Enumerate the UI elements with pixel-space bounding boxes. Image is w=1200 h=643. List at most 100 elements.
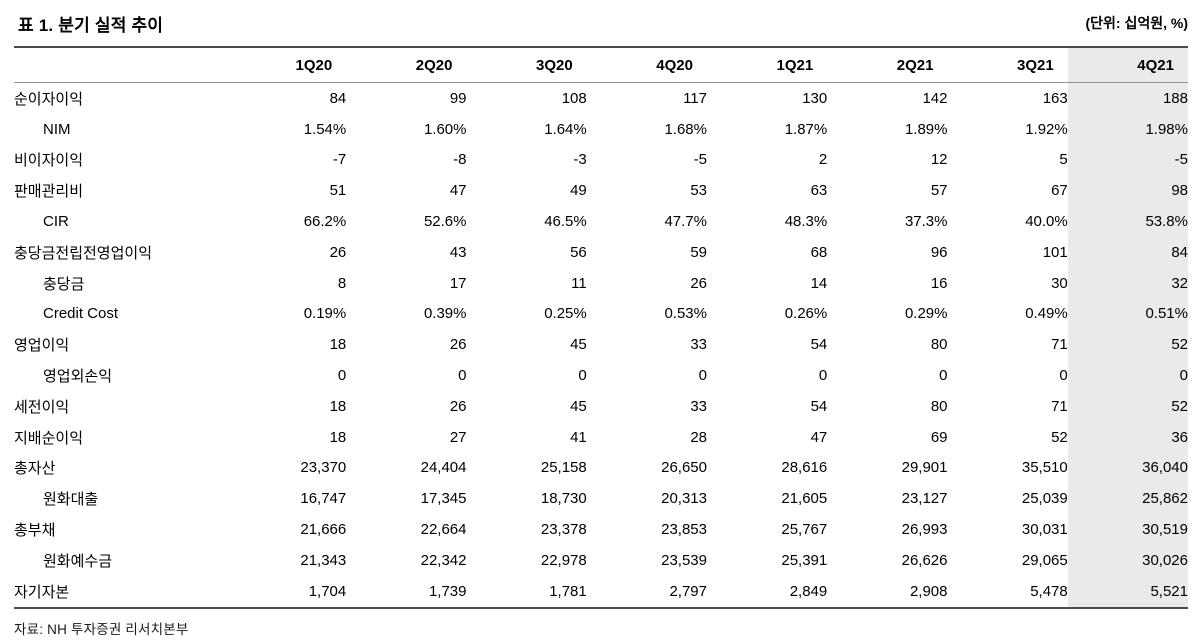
cell-value: 52 bbox=[1067, 329, 1188, 361]
cell-value: 41 bbox=[570, 428, 587, 446]
cell-value: 26 bbox=[690, 274, 707, 292]
table-row: 원화대출 16,747 17,345 18,730 20,313 21,605 23,127… bbox=[14, 483, 1188, 515]
table-row: 영업이익 18 26 45 33 54 80 71 52 bbox=[14, 329, 1188, 361]
cell-value: 84 bbox=[329, 89, 347, 107]
row-label: 비이자이익 bbox=[14, 152, 84, 170]
column-header-row: 1Q20 2Q20 3Q20 4Q20 1Q21 2Q21 3Q21 4Q21 bbox=[14, 47, 1188, 83]
cell-value: 26,626 bbox=[901, 551, 948, 569]
cell-value: 16 bbox=[930, 274, 948, 292]
row-label: Credit Cost bbox=[43, 305, 119, 323]
cell-value: 30,026 bbox=[1067, 544, 1188, 576]
cell-value: 0.19% bbox=[303, 305, 347, 323]
cell-value: 18 bbox=[329, 428, 347, 446]
cell-value: 30,031 bbox=[1021, 521, 1068, 539]
cell-value: 1,739 bbox=[428, 582, 467, 600]
cell-value: 24,404 bbox=[420, 459, 467, 477]
cell-value: 0 bbox=[1067, 360, 1188, 391]
cell-value: 18 bbox=[329, 397, 347, 415]
cell-value: 0.49% bbox=[1025, 305, 1068, 323]
cell-value: 18 bbox=[329, 336, 347, 354]
column-header-1q21: 1Q21 bbox=[707, 47, 828, 83]
cell-value: 142 bbox=[922, 89, 948, 107]
cell-value: 69 bbox=[930, 428, 948, 446]
cell-value: 37.3% bbox=[904, 213, 948, 231]
cell-value: 163 bbox=[1042, 89, 1068, 107]
cell-value: 52 bbox=[1051, 428, 1068, 446]
row-label: NIM bbox=[43, 120, 71, 138]
row-label: 총자산 bbox=[14, 460, 56, 478]
cell-value: 46.5% bbox=[544, 213, 587, 231]
cell-value: 66.2% bbox=[303, 213, 347, 231]
cell-value: 5 bbox=[1059, 151, 1068, 169]
cell-value: 99 bbox=[449, 89, 467, 107]
row-label: 충당금 bbox=[43, 275, 85, 293]
cell-value: 40.0% bbox=[1025, 213, 1068, 231]
table-row: 지배순이익 18 27 41 28 47 69 52 36 bbox=[14, 421, 1188, 453]
cell-value: 117 bbox=[683, 89, 707, 107]
cell-value: 108 bbox=[561, 89, 587, 107]
cell-value: 188 bbox=[1067, 82, 1188, 114]
table-title: 표 1. 분기 실적 추이 bbox=[18, 15, 164, 35]
cell-value: 84 bbox=[1067, 236, 1188, 268]
table-row: 순이자이익 84 99 108 117 130 142 163 188 bbox=[14, 82, 1188, 114]
row-label: 원화대출 bbox=[43, 491, 99, 509]
column-header-3q21: 3Q21 bbox=[947, 47, 1068, 83]
cell-value: 0 bbox=[939, 367, 948, 385]
column-header-4q21: 4Q21 bbox=[1067, 47, 1188, 83]
cell-value: 47 bbox=[810, 428, 828, 446]
table-row: 충당금 8 17 11 26 14 16 30 32 bbox=[14, 267, 1188, 299]
cell-value: 53 bbox=[690, 182, 707, 200]
cell-value: 57 bbox=[930, 182, 948, 200]
cell-value: 0.26% bbox=[784, 305, 828, 323]
table-row: 총자산 23,370 24,404 25,158 26,650 28,616 29,901 3… bbox=[14, 452, 1188, 484]
cell-value: 2,797 bbox=[669, 582, 707, 600]
cell-value: 54 bbox=[810, 397, 828, 415]
row-label: 영업외손익 bbox=[43, 368, 113, 386]
cell-value: -3 bbox=[573, 151, 587, 169]
cell-value: 43 bbox=[449, 243, 467, 261]
cell-value: 80 bbox=[930, 336, 948, 354]
cell-value: 71 bbox=[1051, 336, 1068, 354]
cell-value: 130 bbox=[802, 89, 828, 107]
cell-value: 0 bbox=[698, 367, 707, 385]
cell-value: 25,767 bbox=[781, 521, 828, 539]
row-label-header bbox=[14, 47, 226, 83]
table-row: 세전이익 18 26 45 33 54 80 71 52 bbox=[14, 390, 1188, 422]
cell-value: 1.98% bbox=[1067, 113, 1188, 145]
column-header-2q21: 2Q21 bbox=[827, 47, 948, 83]
cell-value: 71 bbox=[1051, 397, 1068, 415]
cell-value: 0.53% bbox=[664, 305, 707, 323]
cell-value: 1.68% bbox=[664, 120, 707, 138]
cell-value: 26,993 bbox=[901, 521, 948, 539]
cell-value: 12 bbox=[930, 151, 948, 169]
cell-value: 101 bbox=[1042, 243, 1068, 261]
cell-value: 67 bbox=[1051, 182, 1068, 200]
cell-value: 35,510 bbox=[1021, 459, 1068, 477]
cell-value: 0 bbox=[1059, 367, 1068, 385]
cell-value: 68 bbox=[810, 243, 828, 261]
cell-value: 22,978 bbox=[540, 551, 587, 569]
cell-value: 98 bbox=[1067, 175, 1188, 207]
cell-value: 51 bbox=[329, 182, 347, 200]
cell-value: 25,862 bbox=[1067, 483, 1188, 515]
cell-value: -5 bbox=[693, 151, 707, 169]
cell-value: 28 bbox=[690, 428, 707, 446]
cell-value: 1,781 bbox=[549, 582, 587, 600]
table-row: 충당금전립전영업이익 26 43 56 59 68 96 101 84 bbox=[14, 236, 1188, 268]
cell-value: 48.3% bbox=[784, 213, 828, 231]
cell-value: 5,521 bbox=[1067, 575, 1188, 608]
table-body: 순이자이익 84 99 108 117 130 142 163 188 NIM 1.54% 1.60%… bbox=[14, 82, 1188, 608]
cell-value: 0 bbox=[337, 367, 347, 385]
cell-value: 80 bbox=[930, 397, 948, 415]
cell-value: 30 bbox=[1051, 274, 1068, 292]
cell-value: 1.60% bbox=[423, 120, 467, 138]
cell-value: 0.25% bbox=[544, 305, 587, 323]
cell-value: 23,539 bbox=[661, 551, 707, 569]
cell-value: 2,849 bbox=[789, 582, 828, 600]
cell-value: -8 bbox=[453, 151, 467, 169]
quarterly-results-table: 1Q20 2Q20 3Q20 4Q20 1Q21 2Q21 3Q21 4Q21 순이자이익 84… bbox=[14, 46, 1188, 609]
cell-value: 54 bbox=[810, 336, 828, 354]
cell-value: 22,342 bbox=[420, 551, 467, 569]
table-row: 자기자본 1,704 1,739 1,781 2,797 2,849 2,908 5,478 5… bbox=[14, 575, 1188, 608]
